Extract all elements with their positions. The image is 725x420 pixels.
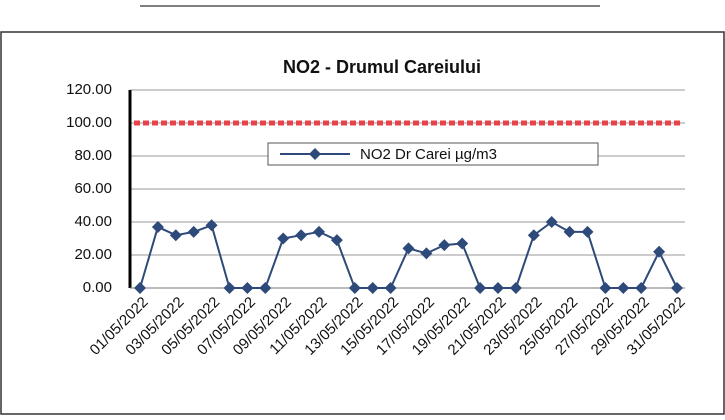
legend-box [267,142,599,166]
data-point [348,282,361,294]
data-point [438,239,451,252]
data-point [581,225,594,238]
legend-marker [309,148,321,160]
chart-title: NO2 - Drumul Careiului [283,57,481,77]
y-tick-label: 80.00 [74,147,112,164]
data-point [187,225,200,238]
data-point [277,232,290,245]
data-point [492,282,504,294]
data-point [259,282,272,294]
data-point [223,282,236,294]
data-point [330,234,343,247]
data-point [509,282,522,294]
data-point [402,242,415,255]
data-point [635,282,648,294]
legend-label: NO2 Dr Carei µg/m3 [360,146,497,163]
data-point [134,282,146,294]
data-point [545,216,558,228]
data-point [366,282,379,294]
y-tick-label: 0.00 [83,279,112,296]
data-point [205,219,218,232]
data-point [527,229,540,242]
y-tick-label: 100.00 [66,114,112,131]
data-point [420,247,433,260]
data-point [384,282,397,294]
data-point [671,282,683,294]
data-point [313,225,325,238]
chart-frame [0,31,725,415]
y-tick-label: 120.00 [66,81,112,98]
data-point [617,282,630,294]
data-point [456,237,469,250]
data-point [241,282,254,294]
data-point [169,229,182,242]
y-tick-label: 40.00 [74,213,112,230]
y-tick-label: 20.00 [74,246,112,263]
data-point [653,245,666,258]
data-point [151,220,164,233]
data-point [563,225,576,238]
data-point [474,282,487,294]
data-point [295,229,308,242]
y-tick-label: 60.00 [74,180,112,197]
data-point [599,282,612,294]
